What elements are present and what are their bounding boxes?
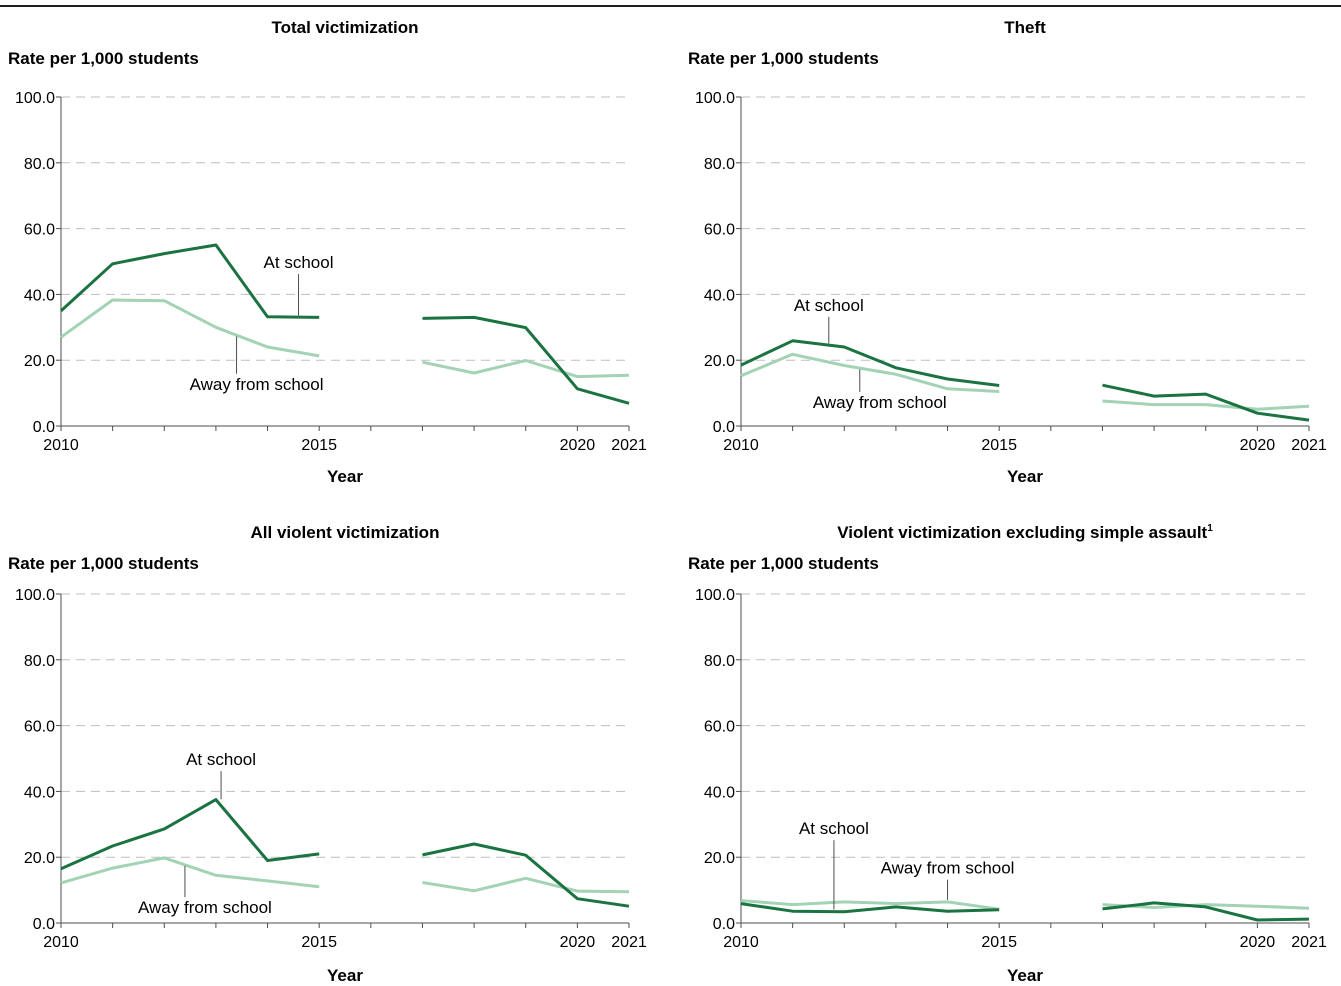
series-line-at-school [740,902,1000,914]
y-tick-label: 0.0 [713,419,735,436]
y-tick-label: 100.0 [695,587,735,604]
x-tick-label: 2015 [301,934,337,951]
y-tick-label: 80.0 [704,653,735,670]
chart-panel-2: Theft Rate per 1,000 students 0.0 20.0 40.0 6… [688,18,1327,486]
series-line-away-from-school [740,352,1000,393]
series-line-away-from-school [422,359,630,379]
x-tick-label: 2015 [981,437,1017,454]
y-axis-label: Rate per 1,000 students [688,49,879,68]
x-axis-label: Year [327,966,363,985]
series-annotation-label: Away from school [881,859,1015,878]
top-rule [0,5,1341,7]
y-tick-label: 100.0 [15,90,55,107]
y-tick-label: 60.0 [704,222,735,239]
series-line-at-school [422,315,630,405]
series-line-at-school [60,798,320,871]
series-line-at-school [1102,901,1310,922]
title-footnote-marker: 1 [1207,523,1213,534]
series-line-away-from-school [740,899,1000,911]
y-tick-label: 20.0 [24,850,55,867]
y-tick-label: 20.0 [704,353,735,370]
y-tick-label: 20.0 [24,353,55,370]
x-tick-label: 2010 [723,934,759,951]
series-annotation-label: At school [794,296,864,315]
series-line-away-from-school [60,298,320,358]
y-tick-label: 60.0 [704,719,735,736]
y-tick-label: 100.0 [15,587,55,604]
y-tick-label: 40.0 [24,784,55,801]
x-tick-label: 2020 [560,934,596,951]
series-annotation-label: At school [186,750,256,769]
chart-panel-4: Violent victimization excluding simple a… [688,523,1327,985]
x-axis-label: Year [1007,966,1043,985]
y-tick-label: 100.0 [695,90,735,107]
y-axis-label: Rate per 1,000 students [688,554,879,573]
y-tick-label: 80.0 [24,653,55,670]
series-annotation-label: Away from school [190,375,324,394]
x-tick-label: 2020 [1240,934,1276,951]
x-axis-label: Year [327,467,363,486]
y-tick-label: 60.0 [24,222,55,239]
series-annotation-label: At school [799,819,869,838]
y-tick-label: 80.0 [24,156,55,173]
y-tick-label: 0.0 [713,916,735,933]
x-tick-label: 2010 [723,437,759,454]
x-tick-label: 2021 [611,934,647,951]
series-line-at-school [1102,383,1310,422]
series-annotation-label: Away from school [138,898,272,917]
series-line-at-school [422,842,630,908]
y-tick-label: 0.0 [33,419,55,436]
x-tick-label: 2010 [43,934,79,951]
y-tick-label: 0.0 [33,916,55,933]
x-tick-label: 2020 [560,437,596,454]
y-tick-label: 80.0 [704,156,735,173]
y-axis-label: Rate per 1,000 students [8,554,199,573]
series-annotation-label: Away from school [813,393,947,412]
series-line-away-from-school [60,856,320,889]
y-tick-label: 40.0 [24,287,55,304]
x-tick-label: 2010 [43,437,79,454]
series-line-away-from-school [1102,903,1310,910]
x-tick-label: 2021 [611,437,647,454]
y-tick-label: 40.0 [704,287,735,304]
series-line-at-school [59,243,320,319]
x-tick-label: 2021 [1291,934,1327,951]
chart-title: Theft [1004,18,1046,37]
x-tick-label: 2015 [301,437,337,454]
y-tick-label: 60.0 [24,719,55,736]
chart-title: Violent victimization excluding simple a… [837,523,1213,542]
series-line-at-school [740,339,1000,387]
x-tick-label: 2021 [1291,437,1327,454]
chart-panel-1: Total victimization Rate per 1,000 studen… [8,18,647,486]
y-axis-label: Rate per 1,000 students [8,49,199,68]
x-tick-label: 2015 [981,934,1017,951]
chart-title: Total victimization [271,18,418,37]
series-annotation-label: At school [264,253,334,272]
y-tick-label: 20.0 [704,850,735,867]
x-tick-label: 2020 [1240,437,1276,454]
chart-title: All violent victimization [251,523,440,542]
x-axis-label: Year [1007,467,1043,486]
series-line-away-from-school [1102,399,1310,411]
chart-panel-3: All violent victimization Rate per 1,000 … [8,523,647,985]
y-tick-label: 40.0 [704,784,735,801]
series-line-away-from-school [422,876,630,894]
